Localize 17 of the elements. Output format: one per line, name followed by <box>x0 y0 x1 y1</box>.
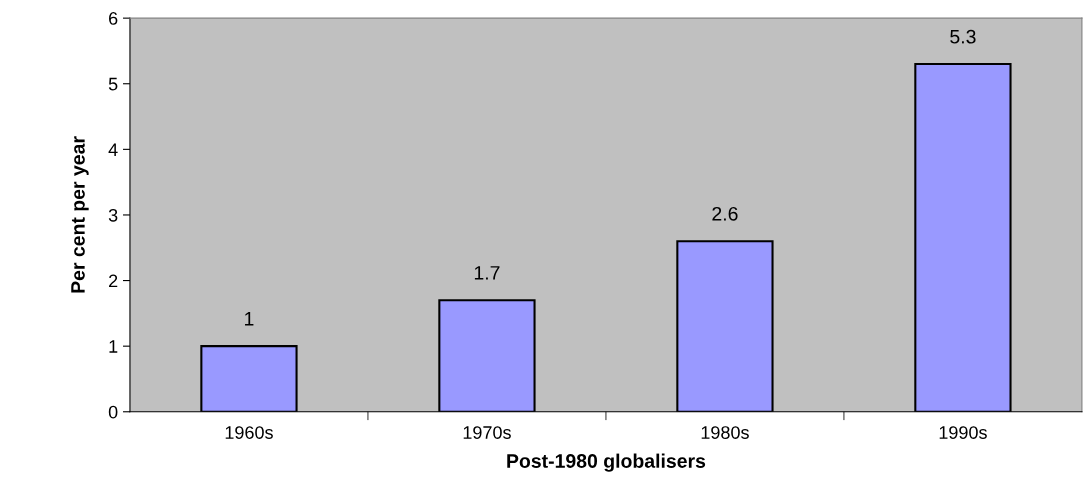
x-tick-label: 1980s <box>701 426 749 439</box>
y-tick-label: 3 <box>108 208 118 222</box>
x-axis-title: Post-1980 globalisers <box>507 453 706 472</box>
data-label: 1 <box>245 312 254 326</box>
y-tick-label: 2 <box>109 274 118 288</box>
y-tick-label: 5 <box>108 77 118 91</box>
y-tick-label: 4 <box>108 143 118 156</box>
data-label: 5.3 <box>950 29 976 44</box>
y-tick-label: 6 <box>109 12 118 25</box>
y-tick-label: 0 <box>108 405 118 419</box>
x-tick-label: 1990s <box>939 426 987 439</box>
data-label: 2.6 <box>712 206 738 221</box>
data-label: 1.7 <box>474 266 500 280</box>
x-tick-label: 1970s <box>463 426 511 439</box>
y-axis-title: Per cent per year <box>71 136 89 293</box>
y-tick-label: 1 <box>109 340 118 353</box>
x-tick-label: 1960s <box>225 426 273 439</box>
